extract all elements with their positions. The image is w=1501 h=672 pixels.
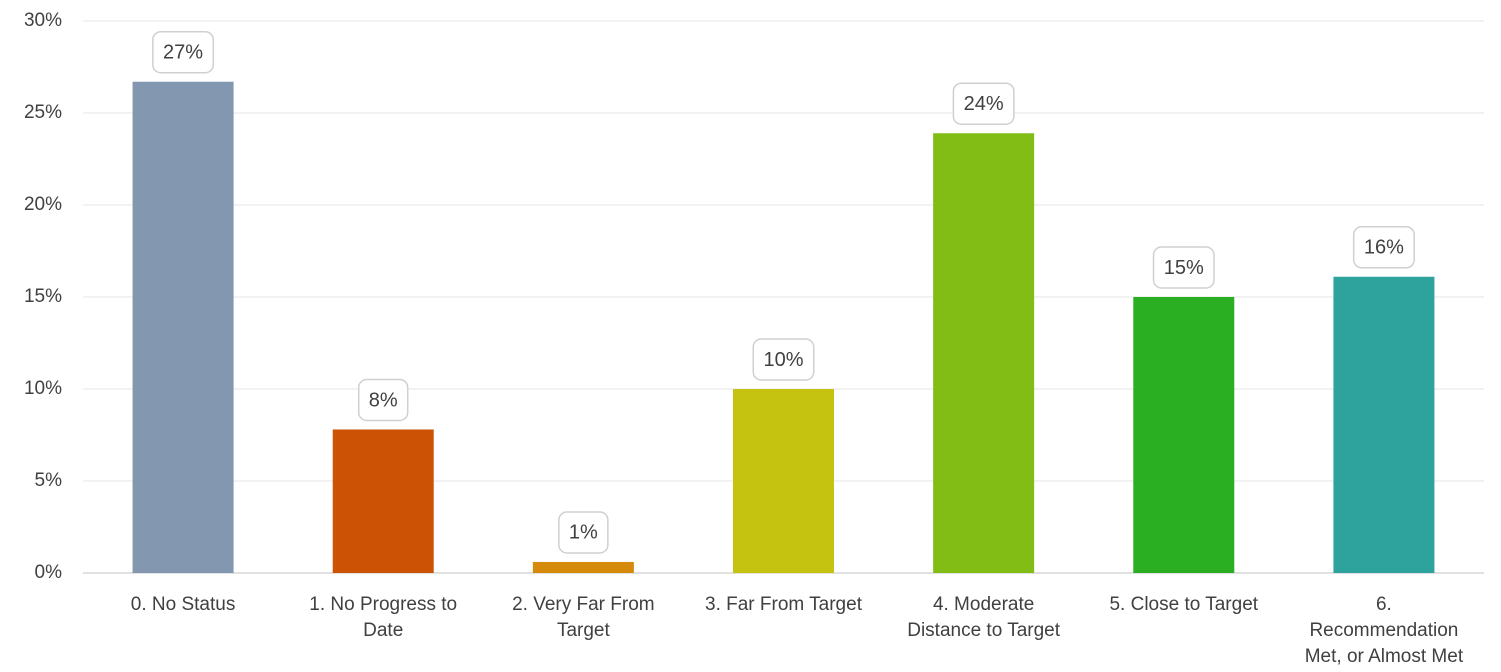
data-label: 27%: [152, 30, 215, 74]
data-label-box: [1152, 246, 1215, 289]
data-label-text: 15%: [1164, 257, 1204, 279]
data-label: 16%: [1352, 226, 1415, 269]
data-label-box: [357, 378, 409, 422]
gridlines: [83, 20, 1484, 574]
data-label: 24%: [952, 82, 1015, 125]
y-tick-label: 25%: [24, 102, 62, 123]
y-tick-label: 5%: [35, 470, 63, 491]
data-label-box: [152, 30, 215, 74]
y-tick-label: 30%: [24, 10, 62, 31]
x-category-label: 3. Far From Target: [705, 594, 863, 615]
data-label-text: 10%: [763, 349, 803, 371]
bar: [1333, 276, 1435, 573]
data-label: 10%: [752, 338, 815, 381]
x-category-label: 1. No Progress to Date: [309, 594, 457, 641]
data-label: 8%: [357, 378, 409, 422]
data-label-text: 1%: [569, 522, 598, 544]
y-tick-label: 15%: [24, 286, 62, 307]
x-category-label: 2. Very Far From Target: [512, 594, 655, 641]
data-label-box: [1352, 226, 1415, 269]
data-label-text: 27%: [163, 42, 203, 64]
x-category-label: 5. Close to Target: [1109, 594, 1258, 615]
bar: [933, 133, 1035, 574]
data-label: 1%: [558, 511, 609, 554]
y-tick-label: 10%: [24, 378, 62, 399]
data-label-box: [752, 338, 815, 381]
data-label-text: 8%: [369, 389, 398, 411]
x-category-label: 6. Recommendation Met, or Almost Met: [1305, 594, 1464, 667]
bar: [1133, 297, 1235, 573]
data-label: 15%: [1152, 246, 1215, 289]
data-label-text: 24%: [964, 93, 1004, 115]
y-tick-label: 0%: [35, 562, 63, 583]
x-axis-category-labels: 0. No Status 1. No Progress to Date 2. Very…: [131, 594, 1464, 667]
bar: [332, 429, 434, 573]
data-label-box: [952, 82, 1015, 125]
bar: [132, 81, 234, 573]
bars: [132, 81, 1435, 574]
bar: [532, 561, 634, 573]
bar: [733, 389, 834, 573]
y-tick-label: 20%: [24, 194, 62, 215]
data-label-text: 16%: [1364, 237, 1404, 259]
y-axis-tick-labels: 0% 5% 10% 15% 20% 25% 30%: [24, 10, 62, 583]
x-category-label: 4. Moderate Distance to Target: [907, 594, 1061, 641]
x-category-label: 0. No Status: [131, 594, 236, 615]
data-label-box: [558, 511, 609, 554]
data-labels: 27% 8% 1% 10% 24% 15% 16%: [152, 30, 1415, 554]
